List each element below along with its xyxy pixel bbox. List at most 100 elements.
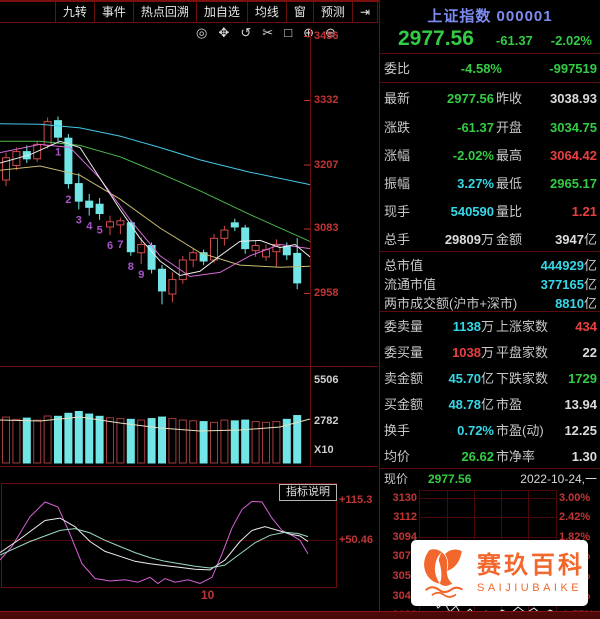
market-cap-label: 流通市值 (384, 277, 437, 292)
quote-value-2: 3064.42 (550, 148, 597, 163)
quote-row: 总手 29809万 金额 3947亿 (380, 231, 600, 249)
stat-label-2: 市盈(动) (496, 423, 544, 438)
candle (74, 183, 83, 202)
quote-row: 涨幅 -2.02% 最高 3064.42 (380, 147, 600, 165)
stat-value-2: 22 (582, 345, 597, 360)
mini-y-label: 3130 (392, 492, 417, 504)
volume-bar (126, 418, 135, 464)
volume-bar (54, 415, 62, 464)
volume-bar (230, 420, 239, 464)
cut-icon[interactable]: ✂ (262, 25, 274, 40)
toolbar-item[interactable]: 事件 (93, 2, 133, 22)
index-title: 上证指数 000001 (427, 8, 553, 25)
market-cap-value: 444929亿 (540, 258, 597, 273)
quote-label-2: 量比 (496, 204, 523, 219)
stat-row: 买金额 48.78亿 市盈 13.94 (380, 396, 600, 414)
toolbar-collapse-icon[interactable]: ⇥ (351, 2, 378, 22)
indicator-x-label: 10 (201, 588, 215, 602)
frame-icon[interactable]: □ (284, 25, 293, 40)
mini-y-label: 3040 (392, 590, 417, 602)
quote-value: 29809万 (444, 232, 494, 247)
price-row: 2977.56 -61.37 -2.02% (380, 27, 600, 51)
candle (64, 137, 73, 185)
zoom-out-icon[interactable]: ⊖ (325, 25, 336, 40)
indicator-axis-label: +115.3 (339, 494, 373, 506)
candle (116, 220, 125, 226)
logo-en-text: SAIJIUBAIKE (477, 581, 583, 594)
nine-turn-label: 9 (138, 269, 144, 281)
y-axis-label: 3456 (314, 30, 339, 42)
unit-label: 亿 (583, 232, 597, 247)
stat-row: 换手 0.72% 市盈(动) 12.25 (380, 422, 600, 440)
stat-value-2: 12.25 (564, 423, 597, 438)
toolbar-item[interactable]: 均线 (246, 2, 286, 22)
indicator-axis-label: +50.46 (339, 534, 373, 546)
stat-value-2: 1729 (568, 371, 597, 386)
stat-label-2: 上涨家数 (496, 319, 549, 334)
candle (106, 221, 114, 228)
ma-line-ma-long-cyan (0, 123, 311, 186)
y-axis-label: 2958 (314, 287, 339, 299)
volume-bar (43, 415, 52, 464)
ma-line-ma-mid-yellow (0, 165, 311, 268)
nine-turn-label: 8 (128, 261, 134, 273)
candle (158, 268, 166, 292)
nine-turn-label: 6 (107, 240, 113, 252)
panel-separator (380, 82, 600, 83)
quote-value: 2977.56 (447, 91, 494, 106)
zoom-in-icon[interactable]: ⊕ (303, 25, 314, 40)
stat-label-2: 平盘家数 (496, 345, 549, 360)
unit-label: 亿 (480, 371, 494, 386)
volume-bar (293, 415, 302, 464)
toolbar-item[interactable]: 预测 (312, 2, 352, 22)
panel-separator (380, 251, 600, 252)
candle (137, 243, 146, 254)
stat-value: 48.78亿 (448, 397, 494, 412)
volume-bar (2, 416, 10, 464)
indicator-help-button[interactable]: 指标说明 (279, 484, 337, 501)
quote-row: 涨跌 -61.37 开盘 3034.75 (380, 119, 600, 137)
stat-value: 45.70亿 (448, 371, 494, 386)
volume-bar (272, 421, 281, 464)
candle (241, 227, 250, 250)
ma-line-ma-10-magenta (0, 143, 311, 278)
ma-line-ma-long-green (0, 140, 311, 242)
nine-turn-label: 4 (86, 221, 93, 233)
volume-bar (22, 417, 31, 464)
nine-turn-label: 1 (55, 146, 61, 158)
eye-icon[interactable]: ◎ (196, 25, 208, 40)
toolbar-item[interactable]: 九转 (54, 2, 94, 22)
panel-separator (380, 311, 600, 312)
pan-hand-icon[interactable]: ✥ (218, 25, 230, 40)
panel-separator (380, 468, 600, 469)
panel-separator (380, 53, 600, 54)
volume-ma-line (0, 416, 311, 432)
market-cap-row: 总市值 444929亿 (380, 257, 600, 275)
volume-bar (210, 421, 218, 464)
toolbar-item[interactable]: 窗 (285, 2, 313, 22)
toolbar-item[interactable]: 加自选 (195, 2, 247, 22)
volume-bar (64, 412, 73, 464)
unit-label: 万 (480, 345, 494, 360)
candle (293, 252, 302, 284)
undo-icon[interactable]: ↺ (240, 25, 252, 40)
toolbar-item[interactable]: 热点回溯 (132, 2, 196, 22)
stat-value-2: 1.30 (571, 449, 597, 464)
volume-bar (178, 419, 187, 464)
mini-y-label: 3094 (392, 531, 417, 543)
volume-bar (158, 416, 166, 464)
candle (220, 229, 229, 239)
y-axis-label: 3083 (314, 222, 339, 235)
quote-value: -61.37 (457, 120, 494, 135)
unit-label: 万 (480, 319, 494, 334)
quote-label: 涨跌 (384, 120, 411, 135)
logo-text: 赛玖百科 SAIJIUBAIKE (477, 551, 585, 594)
indicator-line-J (0, 500, 309, 585)
last-price: 2977.56 (398, 27, 474, 50)
stat-value: 1138万 (452, 319, 494, 334)
logo-cn-text: 赛玖百科 (477, 551, 585, 579)
candle (282, 246, 291, 256)
stat-row: 委买量 1038万 平盘家数 22 (380, 344, 600, 362)
market-cap-row: 流通市值 377165亿 (380, 276, 600, 294)
